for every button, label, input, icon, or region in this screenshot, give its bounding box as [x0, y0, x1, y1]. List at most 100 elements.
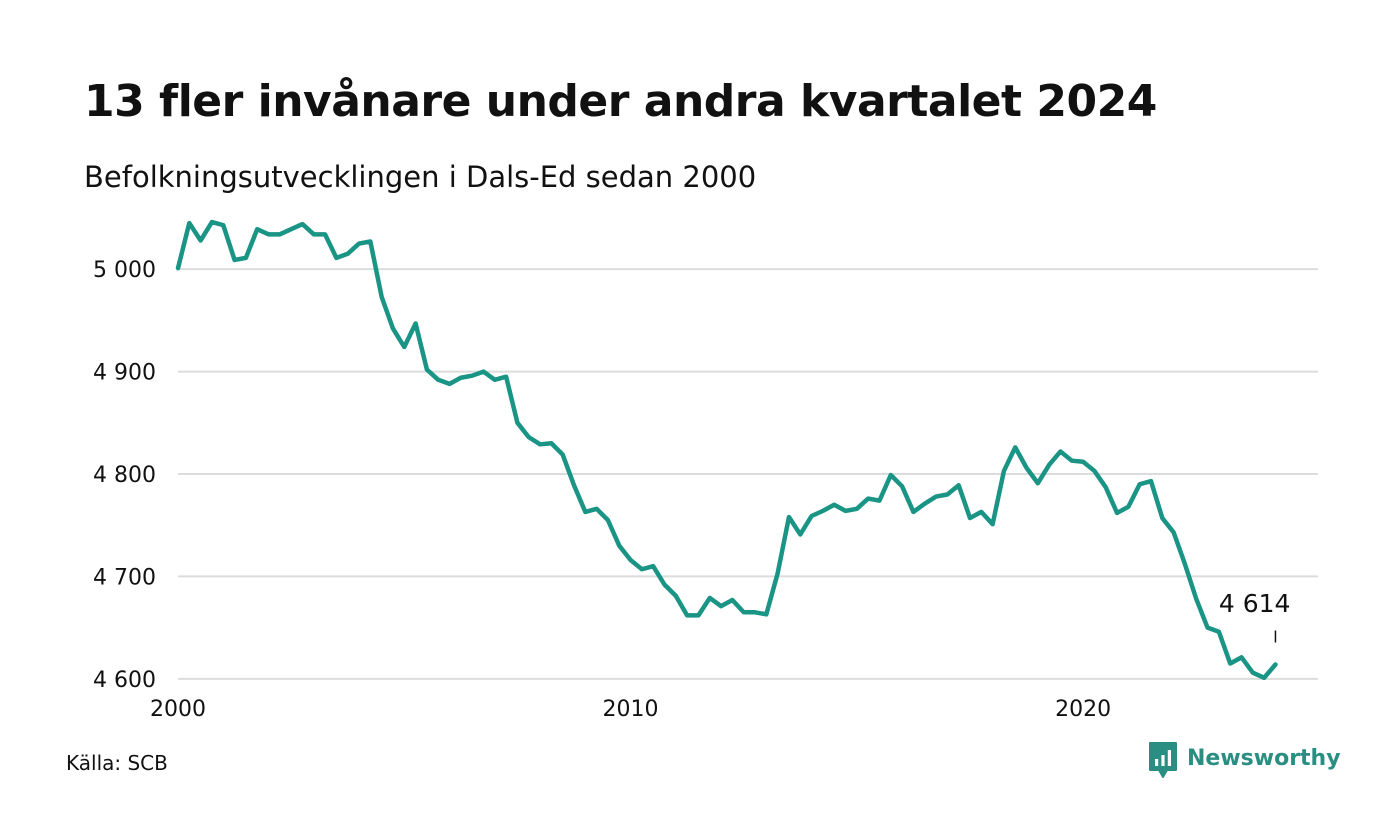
data-point — [1070, 458, 1074, 462]
data-point — [436, 378, 440, 382]
data-point — [1081, 460, 1085, 464]
data-point — [255, 227, 259, 231]
data-point — [402, 345, 406, 349]
data-point — [662, 582, 666, 586]
data-point — [289, 227, 293, 231]
data-point — [674, 594, 678, 598]
data-point — [1092, 469, 1096, 473]
data-point — [379, 295, 383, 299]
data-point — [1126, 505, 1130, 509]
data-point — [956, 483, 960, 487]
data-point — [300, 222, 304, 226]
y-tick-label: 4 800 — [93, 463, 156, 488]
data-point — [1273, 662, 1277, 666]
brand-name: Newsworthy — [1187, 746, 1341, 771]
chart-subtitle: Befolkningsutvecklingen i Dals-Ed sedan … — [84, 160, 757, 194]
data-point — [979, 510, 983, 514]
data-point — [232, 258, 236, 262]
data-point — [527, 435, 531, 439]
data-point — [1262, 676, 1266, 680]
data-point — [628, 558, 632, 562]
data-point — [719, 604, 723, 608]
data-point — [583, 510, 587, 514]
data-point — [1239, 655, 1243, 659]
data-point — [821, 509, 825, 513]
data-point — [606, 518, 610, 522]
data-point — [594, 507, 598, 511]
data-point — [1137, 482, 1141, 486]
data-point — [198, 238, 202, 242]
data-point — [798, 532, 802, 536]
data-point — [413, 321, 417, 325]
brand-logo[interactable]: Newsworthy — [1148, 741, 1341, 781]
data-point — [1183, 562, 1187, 566]
data-point — [504, 375, 508, 379]
data-point — [934, 494, 938, 498]
data-point — [572, 483, 576, 487]
data-point — [187, 221, 191, 225]
data-point — [764, 612, 768, 616]
data-point — [447, 382, 451, 386]
data-point — [391, 326, 395, 330]
data-point — [945, 492, 949, 496]
data-point — [244, 256, 248, 260]
data-point — [968, 516, 972, 520]
data-point — [425, 367, 429, 371]
data-point — [889, 473, 893, 477]
x-tick-label: 2020 — [1055, 697, 1111, 722]
data-point — [1058, 449, 1062, 453]
x-tick-label: 2000 — [150, 697, 206, 722]
data-points — [176, 220, 1278, 680]
data-point — [696, 613, 700, 617]
data-point — [775, 571, 779, 575]
chart-title: 13 fler invånare under andra kvartalet 2… — [84, 76, 1157, 127]
data-point — [459, 376, 463, 380]
data-point — [278, 232, 282, 236]
series-line — [175, 219, 1278, 681]
data-point — [176, 266, 180, 270]
data-point — [617, 544, 621, 548]
data-point — [1036, 481, 1040, 485]
data-point — [832, 503, 836, 507]
data-point — [900, 484, 904, 488]
data-point — [911, 510, 915, 514]
data-point — [843, 509, 847, 513]
data-point — [538, 442, 542, 446]
data-point — [855, 507, 859, 511]
data-point — [1047, 463, 1051, 467]
data-point — [1160, 516, 1164, 520]
data-point — [1002, 469, 1006, 473]
end-annotation: 4 614 — [1219, 589, 1291, 643]
data-point — [742, 610, 746, 614]
data-point — [1251, 671, 1255, 675]
data-point — [730, 598, 734, 602]
data-point — [753, 610, 757, 614]
data-point — [515, 421, 519, 425]
data-point — [923, 502, 927, 506]
data-point — [312, 232, 316, 236]
series-layer — [175, 219, 1278, 681]
end-value-label: 4 614 — [1219, 589, 1291, 618]
data-point — [481, 369, 485, 373]
x-axis-tick-labels: 2000 2010 2020 — [150, 697, 1111, 722]
data-point — [1013, 445, 1017, 449]
data-point — [210, 220, 214, 224]
data-point — [1104, 485, 1108, 489]
data-point — [877, 498, 881, 502]
data-point — [323, 232, 327, 236]
data-point — [266, 232, 270, 236]
data-point — [346, 252, 350, 256]
newsworthy-logo-icon — [1149, 742, 1177, 778]
data-point — [221, 223, 225, 227]
data-point — [1194, 597, 1198, 601]
data-point — [1171, 530, 1175, 534]
y-tick-label: 5 000 — [93, 258, 156, 283]
y-tick-label: 4 600 — [93, 668, 156, 693]
data-point — [1024, 466, 1028, 470]
data-point — [1217, 630, 1221, 634]
data-point — [1228, 661, 1232, 665]
data-point — [787, 515, 791, 519]
data-point — [549, 441, 553, 445]
data-point — [368, 239, 372, 243]
gridlines — [178, 268, 1318, 680]
